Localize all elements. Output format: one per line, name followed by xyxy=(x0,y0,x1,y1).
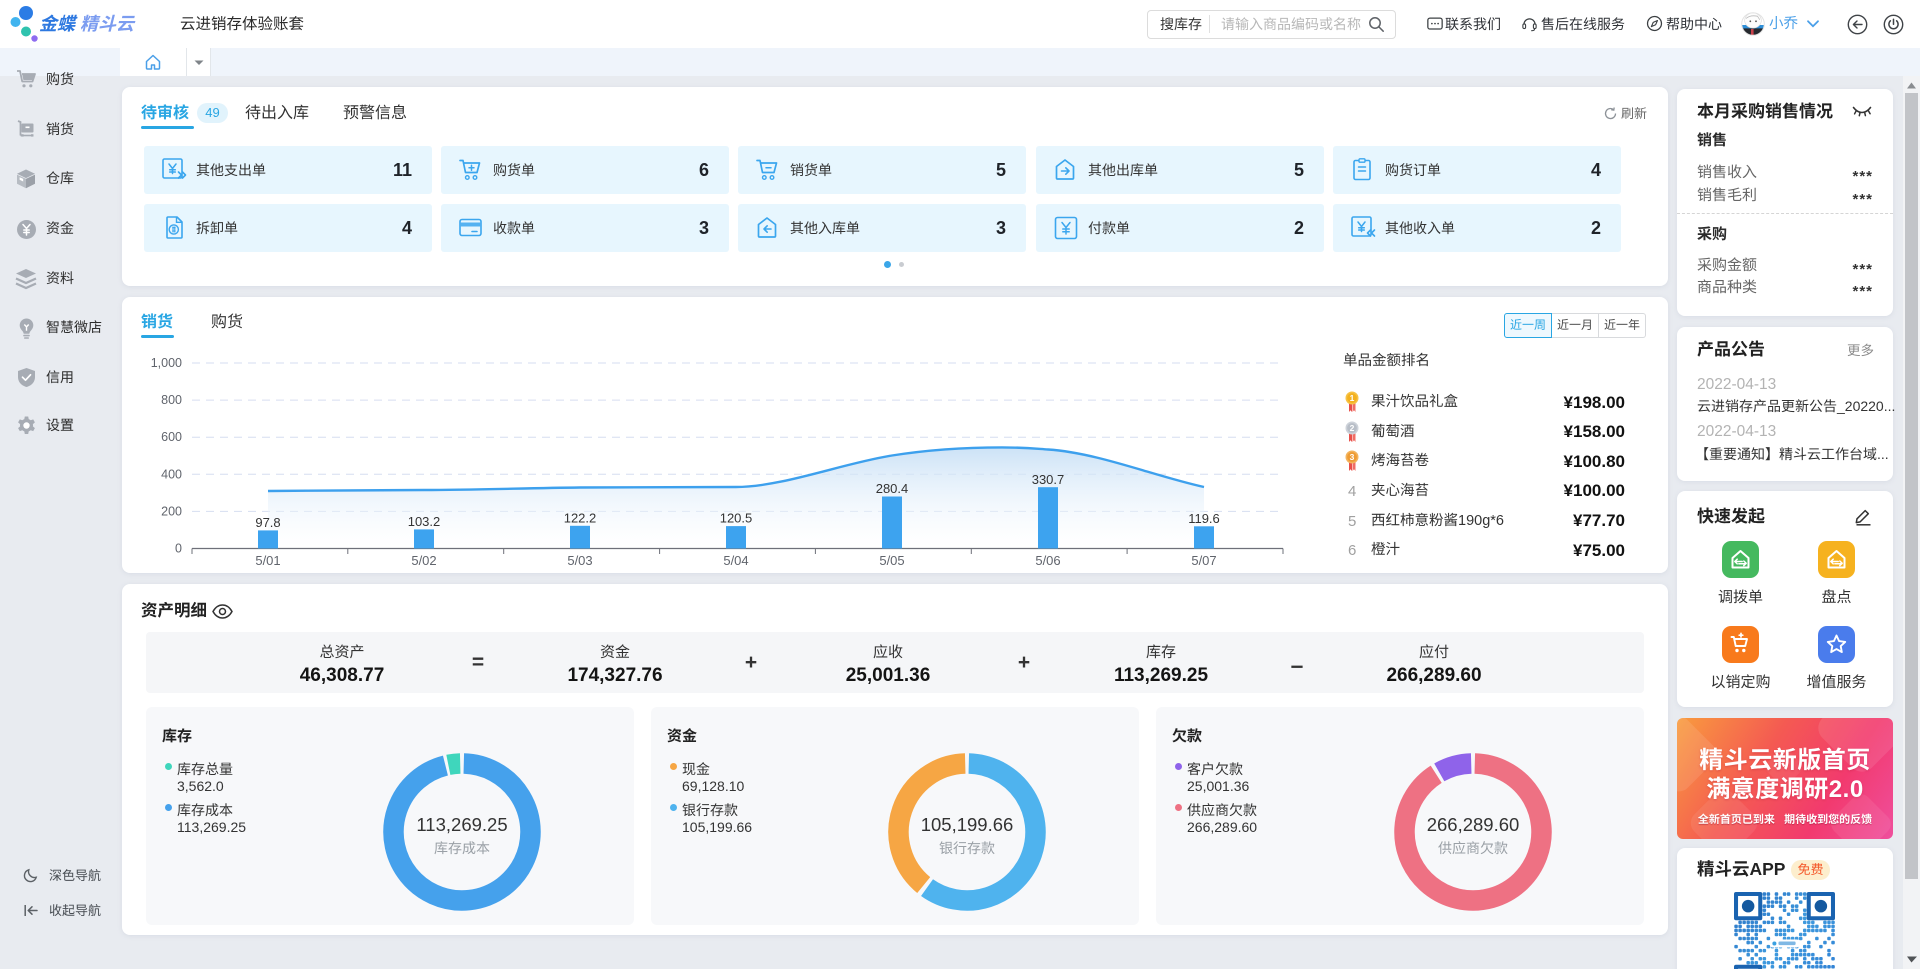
svg-text:3: 3 xyxy=(1350,452,1355,462)
svg-text:120.5: 120.5 xyxy=(720,511,753,526)
svg-text:0: 0 xyxy=(175,542,182,556)
svg-text:5/04: 5/04 xyxy=(723,553,748,568)
svg-text:119.6: 119.6 xyxy=(1188,511,1220,526)
svg-text:5/02: 5/02 xyxy=(411,553,436,568)
svg-text:330.7: 330.7 xyxy=(1032,472,1065,487)
svg-text:800: 800 xyxy=(161,393,182,407)
svg-text:5/07: 5/07 xyxy=(1191,553,1216,568)
svg-text:1: 1 xyxy=(1350,393,1355,403)
svg-text:5/03: 5/03 xyxy=(567,553,592,568)
svg-text:122.2: 122.2 xyxy=(564,510,597,525)
svg-text:2: 2 xyxy=(1350,423,1355,433)
svg-text:5/05: 5/05 xyxy=(879,553,904,568)
svg-text:600: 600 xyxy=(161,430,182,444)
svg-text:280.4: 280.4 xyxy=(876,481,909,496)
svg-text:1,000: 1,000 xyxy=(151,356,182,370)
svg-text:5/01: 5/01 xyxy=(255,553,280,568)
svg-text:97.8: 97.8 xyxy=(255,515,280,530)
svg-text:5/06: 5/06 xyxy=(1035,553,1060,568)
svg-text:400: 400 xyxy=(161,467,182,481)
svg-text:103.2: 103.2 xyxy=(408,514,441,529)
svg-text:200: 200 xyxy=(161,504,182,518)
